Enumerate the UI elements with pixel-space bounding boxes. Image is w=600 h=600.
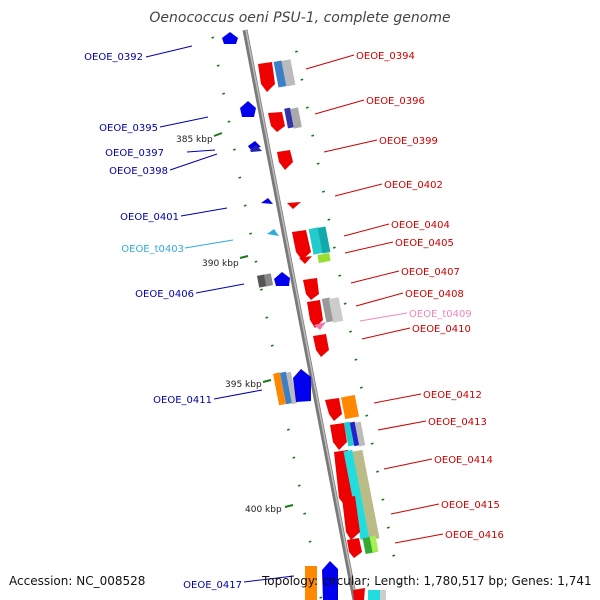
tick-mark [338, 274, 342, 277]
tick-mark [216, 64, 220, 67]
tick-mark [354, 358, 358, 361]
gene-0404-arrow [292, 230, 311, 260]
tick-mark [238, 176, 242, 179]
tick-mark [286, 428, 290, 431]
gene-label: OEOE_0397 [105, 148, 164, 159]
tick-mark [305, 106, 309, 109]
gene-label: OEOE_0395 [99, 123, 158, 134]
accession-text: Accession: NC_008528 [9, 574, 146, 588]
gene-label: OEOE_0416 [445, 530, 504, 541]
tick-mark [381, 498, 385, 501]
gene-0401-arrow [261, 198, 273, 204]
tick-mark [297, 484, 301, 487]
gene-label: OEOE_0398 [109, 166, 168, 177]
tick-mark [343, 302, 347, 305]
gene-0411-block [273, 372, 286, 406]
gene-label: OEOE_0394 [356, 51, 415, 62]
kbp-markers: 385 kbp 390 kbp 395 kbp 400 kbp [176, 132, 294, 515]
gene-0415-arrow [342, 496, 360, 540]
gene-label: OEOE_0406 [135, 289, 194, 300]
gene-0407-arrow [303, 278, 319, 300]
gene-0399-arrow [277, 150, 293, 170]
tick-mark [359, 386, 363, 389]
tick-mark [211, 36, 215, 39]
tick-mark [243, 204, 247, 207]
genome-summary-text: Topology: circular; Length: 1,780,517 bp… [262, 574, 592, 588]
tick-mark [316, 162, 320, 165]
gene-0402-arrow [287, 202, 301, 209]
reverse-leaders [145, 45, 295, 583]
tick-mark [332, 246, 336, 249]
gene-label: OEOE_0408 [405, 289, 464, 300]
tick-mark [303, 512, 307, 515]
gene-label: OEOE_0392 [84, 52, 143, 63]
gene-label: OEOE_0410 [412, 324, 471, 335]
gene-t0403-arrow [267, 229, 279, 236]
gene-0413-arrow [330, 423, 347, 450]
tick-track [211, 36, 401, 599]
kbp-label-395: 395 kbp [225, 380, 262, 390]
gene-label: OEOE_0413 [428, 417, 487, 428]
tick-mark [227, 120, 231, 123]
gene-label: OEOE_0417 [183, 580, 242, 591]
tick-mark [249, 232, 253, 235]
tick-mark [386, 526, 390, 529]
tick-mark [349, 330, 353, 333]
gene-label: OEOE_0411 [153, 395, 212, 406]
gene-0412-arrow [325, 398, 342, 421]
tick-mark [365, 414, 369, 417]
genome-backbone [242, 29, 358, 600]
tick-mark [265, 316, 269, 319]
gene-label: OEOE_0402 [384, 180, 443, 191]
gene-label: OEOE_0404 [391, 220, 450, 231]
tick-mark [370, 442, 374, 445]
gene-label: OEOE_t0403 [121, 244, 184, 255]
gene-label: OEOE_0405 [395, 238, 454, 249]
tick-mark [295, 50, 298, 53]
tick-mark [319, 596, 323, 599]
gene-label: OEOE_t0409 [409, 309, 472, 320]
gene-label: OEOE_0399 [379, 136, 438, 147]
tick-mark [292, 456, 296, 459]
kbp-label-400: 400 kbp [245, 505, 282, 515]
gene-0395-arrow [240, 101, 256, 117]
gene-label: OEOE_0407 [401, 267, 460, 278]
gene-0410-arrow [313, 334, 329, 357]
gene-0396-arrow [268, 112, 285, 132]
kbp-label-390: 390 kbp [202, 259, 239, 269]
forward-leaders [305, 54, 444, 544]
tick-mark [322, 190, 326, 193]
tick-mark [254, 260, 258, 263]
tick-mark [308, 540, 312, 543]
tick-mark [311, 134, 315, 137]
tick-mark [222, 92, 226, 95]
gene-label: OEOE_0414 [434, 455, 493, 466]
forward-features [258, 59, 386, 600]
tick-mark [397, 582, 401, 585]
gene-label: OEOE_0412 [423, 390, 482, 401]
tick-mark [232, 148, 236, 151]
tick-mark [392, 554, 396, 557]
tick-mark [270, 344, 274, 347]
tick-mark [376, 470, 380, 473]
gene-0394-block [273, 60, 287, 88]
gene-0416-arrow [347, 538, 362, 558]
gene-label: OEOE_0415 [441, 500, 500, 511]
tick-mark [300, 78, 304, 81]
reverse-features [222, 32, 338, 600]
gene-0392-arrow [222, 32, 238, 44]
tick-mark [259, 288, 263, 291]
gene-0394-arrow [258, 62, 275, 92]
gene-label: OEOE_0396 [366, 96, 425, 107]
kbp-label-385: 385 kbp [176, 135, 213, 145]
gene-0408-arrow [307, 300, 323, 328]
page-title: Oenococcus oeni PSU-1, complete genome [149, 10, 451, 26]
gene-label: OEOE_0401 [120, 212, 179, 223]
tick-mark [327, 218, 331, 221]
gene-labels: OEOE_0392 OEOE_0394 OEOE_0395 OEOE_0396 … [84, 51, 504, 591]
